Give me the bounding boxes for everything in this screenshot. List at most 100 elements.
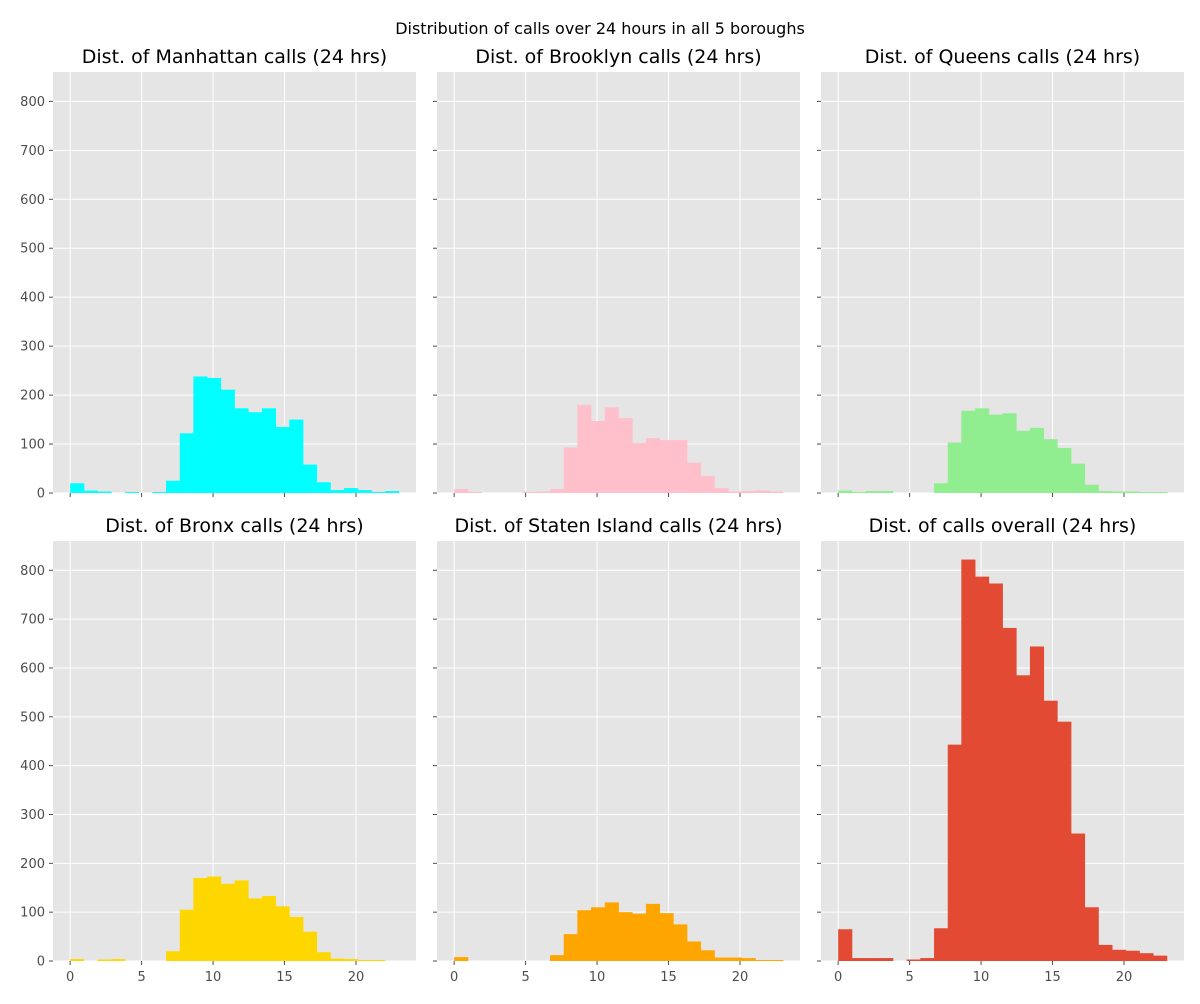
histogram-bar xyxy=(248,898,263,961)
histogram-bar xyxy=(632,913,647,961)
x-tick-label: 15 xyxy=(1044,970,1061,985)
x-tick-label: 5 xyxy=(521,970,529,985)
histogram-bar xyxy=(879,491,894,493)
panel-queens: Dist. of Queens calls (24 hrs) xyxy=(817,46,1184,497)
histogram-bar xyxy=(275,426,290,493)
histogram-bar xyxy=(591,421,606,493)
histogram-bar xyxy=(988,414,1003,493)
histogram-bar xyxy=(97,491,112,493)
histogram-bar xyxy=(728,957,743,961)
histogram-bar xyxy=(618,418,633,493)
histogram-bar xyxy=(1016,430,1031,493)
x-tick-label: 20 xyxy=(348,970,365,985)
histogram-bar xyxy=(83,490,98,493)
x-tick-label: 0 xyxy=(834,970,842,985)
x-tick-label: 10 xyxy=(589,970,606,985)
histogram-bar xyxy=(1084,484,1099,493)
histogram-bar xyxy=(550,955,565,961)
y-tick-label: 400 xyxy=(20,759,45,774)
histogram-bar xyxy=(961,559,976,961)
panel-staten-island: 0 5 10 15 20 Dist. of Staten Island calls (24… xyxy=(433,515,800,985)
histogram-bar xyxy=(577,404,592,493)
y-tick-label: 0 xyxy=(37,487,45,502)
y-tick-label: 500 xyxy=(20,710,45,725)
panel-title: Dist. of Bronx calls (24 hrs) xyxy=(105,515,363,537)
histogram-bar xyxy=(166,480,181,493)
x-tick-label: 0 xyxy=(450,970,458,985)
histogram-bar xyxy=(1139,492,1154,493)
histogram-bar xyxy=(769,960,784,961)
histogram-bar xyxy=(755,490,770,493)
histogram-bar xyxy=(1070,833,1086,961)
panel-overall: 0 5 10 15 20 Dist. of calls overall (24 hrs) xyxy=(817,515,1184,985)
histogram-bar xyxy=(316,952,331,961)
histogram-bar xyxy=(454,957,469,961)
y-tick-label: 300 xyxy=(20,340,45,355)
histogram-bar xyxy=(686,941,702,961)
histogram-bar xyxy=(563,447,578,493)
x-tick-label: 20 xyxy=(732,970,749,985)
histogram-bar xyxy=(522,492,537,493)
x-tick-label: 10 xyxy=(973,970,990,985)
histogram-bar xyxy=(1057,447,1072,493)
y-tick-label: 600 xyxy=(20,661,45,676)
y-tick-label: 700 xyxy=(20,613,45,628)
panel-title: Dist. of calls overall (24 hrs) xyxy=(869,515,1137,537)
y-tick-label: 0 xyxy=(37,955,45,970)
histogram-bar xyxy=(838,490,853,493)
histogram-bar xyxy=(1084,907,1099,961)
histogram-bar xyxy=(344,959,359,961)
histogram-bar xyxy=(1057,721,1072,961)
histogram-bar xyxy=(604,407,619,493)
histogram-bar xyxy=(673,924,688,961)
histogram-bar xyxy=(604,902,619,961)
histogram-bar xyxy=(111,959,126,961)
histogram-bar xyxy=(357,960,372,961)
histogram-bar xyxy=(934,483,949,493)
histogram-bar xyxy=(645,903,661,961)
histogram-bar xyxy=(1125,491,1140,493)
histogram-bar xyxy=(207,876,222,961)
histogram-bar xyxy=(879,958,894,961)
x-tick-label: 10 xyxy=(205,970,222,985)
y-tick-label: 100 xyxy=(20,906,45,921)
histogram-bar xyxy=(1153,955,1168,961)
histogram-bar xyxy=(1002,413,1017,493)
panel-title: Dist. of Queens calls (24 hrs) xyxy=(865,46,1140,68)
histogram-bar xyxy=(289,917,304,961)
histogram-bar xyxy=(550,489,565,493)
histogram-bar xyxy=(371,960,386,961)
histogram-bar xyxy=(1098,491,1113,493)
panel-title: Dist. of Manhattan calls (24 hrs) xyxy=(82,46,387,68)
panel-title: Dist. of Staten Island calls (24 hrs) xyxy=(454,515,782,537)
histogram-bar xyxy=(769,491,784,493)
histogram-bar xyxy=(261,896,277,961)
x-tick-label: 0 xyxy=(66,970,74,985)
histogram-bar xyxy=(371,492,386,493)
histogram-bar xyxy=(1139,953,1154,961)
histogram-bar xyxy=(467,492,482,493)
histogram-bar xyxy=(741,958,756,961)
y-tick-label: 500 xyxy=(20,242,45,257)
histogram-bar xyxy=(714,957,729,961)
histogram-bar xyxy=(1112,491,1127,493)
histogram-bar xyxy=(536,491,551,493)
histogram-bar xyxy=(741,491,756,493)
panel-manhattan: 0 100 200 300 400 500 600 700 800 Dist. of Manhat… xyxy=(20,46,416,502)
histogram-bar xyxy=(659,913,674,961)
histogram-bar xyxy=(220,883,235,961)
panel-title: Dist. of Brooklyn calls (24 hrs) xyxy=(475,46,761,68)
y-tick-label: 200 xyxy=(20,857,45,872)
histogram-bar xyxy=(344,488,359,493)
histogram-bar xyxy=(1043,700,1058,961)
histogram-bar xyxy=(920,958,935,961)
histogram-bar xyxy=(152,492,167,493)
histogram-bar xyxy=(686,462,702,493)
y-tick-label: 300 xyxy=(20,808,45,823)
histogram-bar xyxy=(934,928,949,961)
x-tick-label: 15 xyxy=(276,970,293,985)
histogram-bar xyxy=(357,490,372,493)
histogram-bar xyxy=(302,931,318,961)
histogram-bar xyxy=(988,583,1003,961)
